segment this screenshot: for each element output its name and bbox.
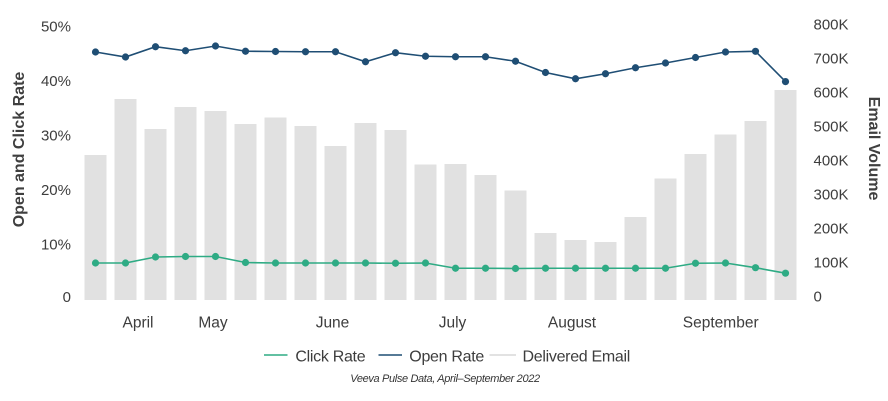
- svg-text:40%: 40%: [41, 73, 71, 90]
- svg-text:August: August: [548, 315, 597, 332]
- svg-text:30%: 30%: [41, 128, 71, 145]
- svg-text:300K: 300K: [814, 187, 849, 204]
- svg-text:July: July: [439, 315, 467, 332]
- svg-text:100K: 100K: [814, 255, 849, 272]
- svg-text:700K: 700K: [814, 51, 849, 68]
- svg-text:0: 0: [814, 289, 822, 306]
- svg-text:500K: 500K: [814, 119, 849, 136]
- svg-text:600K: 600K: [814, 85, 849, 102]
- svg-text:Open Rate: Open Rate: [409, 348, 484, 365]
- svg-text:May: May: [198, 315, 228, 332]
- svg-text:50%: 50%: [41, 19, 71, 36]
- svg-text:Veeva Pulse Data, April–Septem: Veeva Pulse Data, April–September 2022: [350, 373, 540, 385]
- svg-text:Click Rate: Click Rate: [295, 348, 365, 365]
- svg-text:Open and Click Rate: Open and Click Rate: [11, 72, 28, 228]
- svg-text:10%: 10%: [41, 237, 71, 254]
- svg-text:400K: 400K: [814, 153, 849, 170]
- svg-text:April: April: [122, 315, 153, 332]
- svg-text:200K: 200K: [814, 221, 849, 238]
- svg-text:September: September: [683, 315, 759, 332]
- svg-text:800K: 800K: [814, 17, 849, 34]
- svg-text:Delivered Email: Delivered Email: [523, 348, 631, 365]
- svg-text:0: 0: [63, 289, 71, 306]
- svg-text:June: June: [316, 315, 350, 332]
- svg-text:Email Volume: Email Volume: [865, 97, 882, 201]
- svg-text:20%: 20%: [41, 182, 71, 199]
